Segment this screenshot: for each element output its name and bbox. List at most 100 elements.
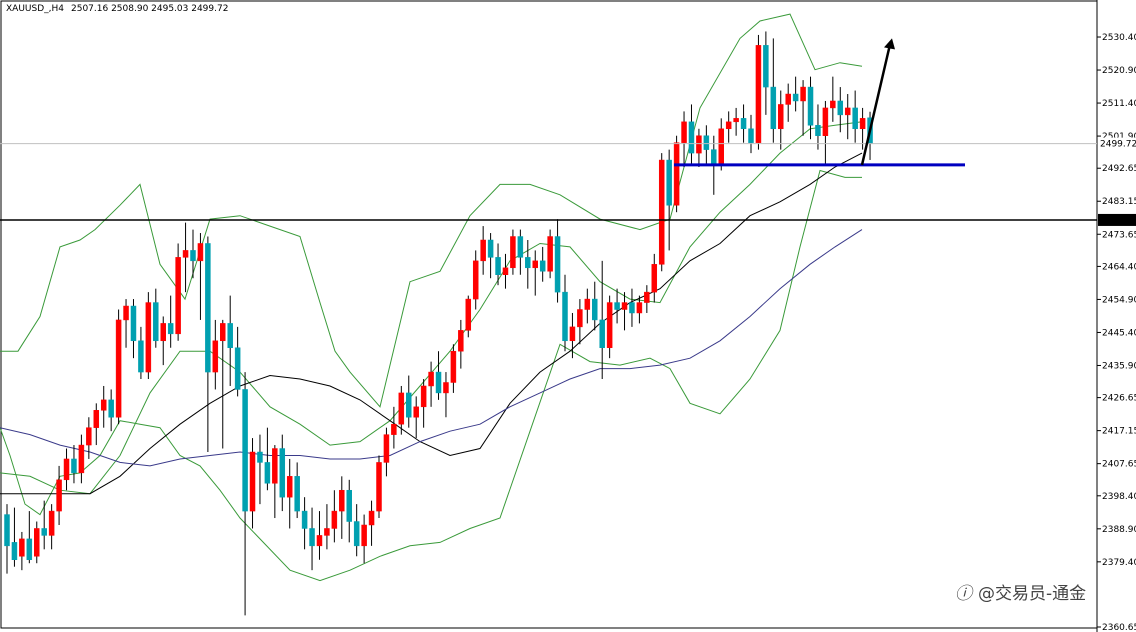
candle-body-bear [294, 476, 300, 512]
candle-body-bull [673, 142, 680, 206]
y-axis-tick-label: 2511.40 [1102, 99, 1136, 109]
candle-body-bear [807, 86, 814, 126]
candle-body-bear [554, 236, 561, 293]
candle-body-bull [383, 434, 390, 463]
candle-body-bull [361, 524, 367, 547]
candle [286, 458, 293, 529]
candle-body-bull [718, 128, 724, 164]
candle-body-bull [145, 302, 152, 373]
candle-body-bull [220, 323, 226, 342]
candle [472, 250, 479, 310]
candle-body-bear [130, 305, 137, 342]
candle-body-bull [212, 340, 219, 373]
candle [584, 288, 591, 324]
candle [495, 243, 501, 286]
candle-body-bull [547, 236, 553, 272]
candle-body-bear [71, 458, 77, 474]
candle-body-bull [472, 260, 479, 300]
candle [644, 285, 650, 313]
candle [301, 497, 308, 550]
candle [465, 295, 472, 338]
y-axis-tick-label: 2464.40 [1102, 262, 1136, 272]
candle-body-bull [569, 326, 576, 342]
candle [815, 104, 821, 150]
candle [242, 372, 248, 616]
candle-body-bear [406, 392, 412, 418]
candle [822, 100, 829, 164]
candle-body-bear [138, 340, 144, 373]
candle-body-bear [279, 448, 286, 498]
candle-body-bear [301, 510, 308, 529]
candle-body-bear [614, 302, 620, 310]
candle [86, 417, 92, 459]
candle-body-bear [711, 149, 717, 164]
candle [778, 90, 784, 150]
candle [562, 274, 568, 352]
candle-body-bear [346, 489, 352, 522]
candle [696, 128, 702, 168]
candle [100, 385, 107, 428]
candle [153, 288, 159, 348]
candle [71, 445, 77, 484]
y-axis-tick-label: 2360.65 [1102, 623, 1136, 632]
candle-body-bear [11, 542, 18, 560]
candle-body-bear [153, 302, 159, 342]
candle [703, 125, 710, 164]
candle-body-bull [272, 448, 278, 484]
moving-average-fast-line [0, 152, 863, 495]
candle [450, 344, 457, 393]
candle [525, 239, 531, 289]
candle-body-bull [331, 510, 338, 529]
candle-body-bear [792, 93, 799, 102]
candle [458, 319, 464, 369]
y-axis-tick-label: 2473.65 [1102, 230, 1136, 240]
candle [606, 295, 613, 359]
candle [785, 83, 791, 122]
candle-body-bear [763, 45, 769, 88]
candle [249, 438, 256, 529]
bollinger-upper-line [0, 13, 863, 408]
candle [108, 389, 114, 432]
candle-body-bear [353, 521, 360, 547]
marked-level-tag-bg [1098, 213, 1136, 226]
candle [748, 114, 754, 154]
candle [160, 316, 166, 366]
candle-body-bull [636, 302, 643, 314]
candle [837, 87, 844, 133]
candle-body-bear [309, 528, 315, 547]
candle-body-bull [450, 350, 457, 383]
candle [725, 111, 732, 143]
candle [123, 299, 129, 348]
candle-body-bear [770, 86, 777, 130]
candle [34, 521, 40, 564]
candle [78, 434, 85, 484]
candle-body-bull [160, 323, 166, 342]
candle [324, 504, 330, 550]
candle-body-bull [19, 538, 25, 557]
candle-body-bull [100, 399, 107, 411]
candle [48, 504, 55, 550]
candle [212, 319, 219, 390]
candle [138, 326, 144, 380]
candle-body-bull [398, 392, 405, 425]
candle-body-bull [286, 476, 293, 498]
candle-body-bull [34, 528, 40, 557]
candle [41, 500, 47, 550]
chart-header-ohlc: 2507.16 2508.90 2495.03 2499.72 [71, 4, 228, 14]
candle [190, 229, 196, 279]
candle [264, 427, 271, 491]
y-axis-tick-label: 2379.40 [1102, 558, 1136, 568]
candle [4, 504, 10, 574]
candle-body-bear [108, 399, 114, 418]
candle [510, 229, 516, 275]
candle-body-bull [800, 86, 806, 102]
candle-body-bull [182, 250, 189, 258]
candle [383, 427, 390, 477]
candle-body-bear [234, 347, 241, 390]
candle-body-bear [517, 236, 524, 258]
candle-body-bear [748, 128, 754, 143]
watermark-logo-icon: ⓘ [955, 584, 975, 604]
watermark: ⓘ @交易员-通金 [955, 584, 1086, 604]
candle-body-bear [539, 260, 546, 272]
